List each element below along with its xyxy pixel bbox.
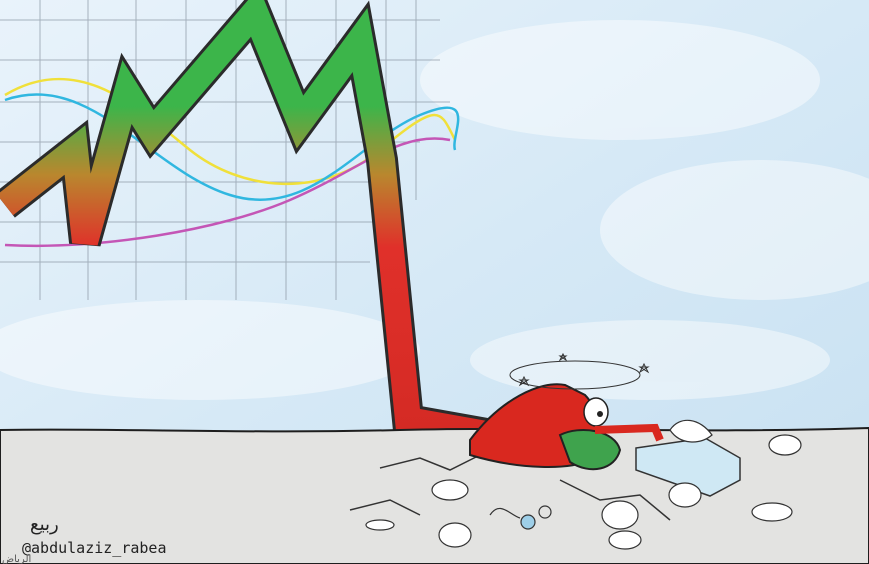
cartoon: ربيع @abdulaziz_rabea الرياض xyxy=(0,0,869,564)
signature-handle: @abdulaziz_rabea xyxy=(22,539,167,557)
signature-arabic: ربيع xyxy=(30,514,59,535)
page: ربيع @abdulaziz_rabea الرياض (() => { co… xyxy=(0,0,869,564)
publication-mark: الرياض xyxy=(2,554,31,564)
